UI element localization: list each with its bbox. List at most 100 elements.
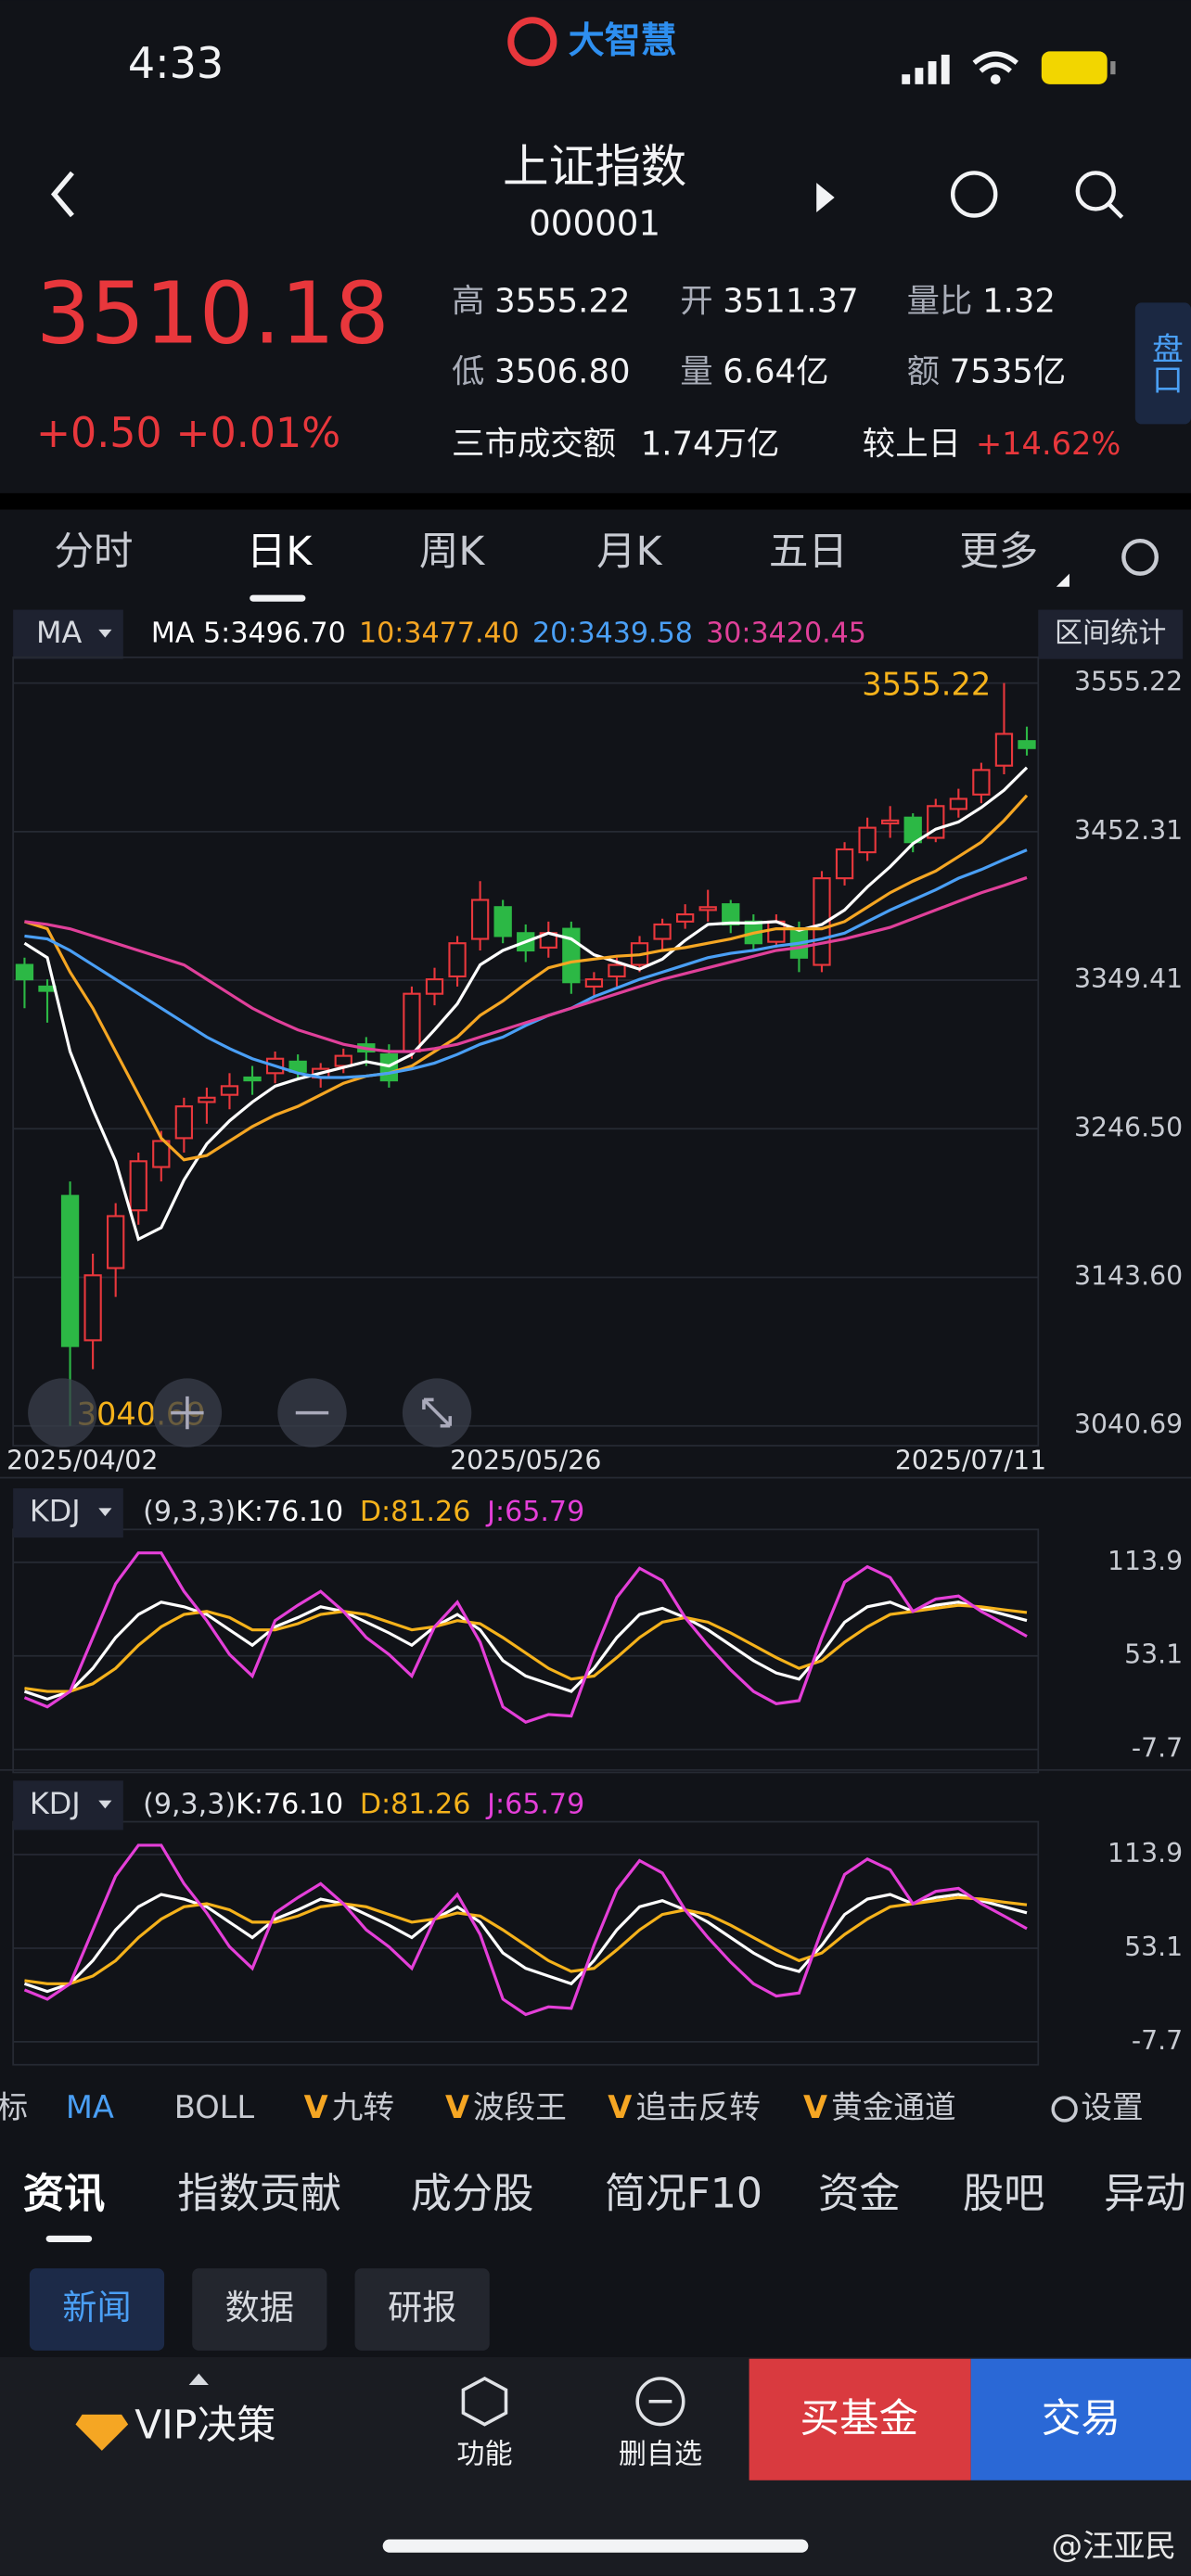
signal-bar	[928, 61, 937, 84]
panel-divider	[0, 1476, 1191, 1479]
sub-tabs: 新闻 数据 研报	[29, 2268, 490, 2351]
refresh-button[interactable]	[950, 171, 998, 218]
candle-body	[107, 1215, 125, 1269]
legend-entry: 30:3420.45	[706, 618, 866, 650]
candle-body	[334, 1054, 352, 1067]
buy-fund-button[interactable]	[749, 2358, 971, 2480]
stat-value: 7535亿	[950, 353, 1067, 391]
stat-value: 6.64亿	[723, 353, 828, 391]
y-tick-label: 3246.50	[1074, 1112, 1183, 1142]
legend-entry: J:65.79	[485, 1788, 584, 1820]
back-button[interactable]	[50, 171, 74, 218]
side-tab-label: 盘口	[1146, 332, 1183, 395]
indicator-option[interactable]: MA	[66, 2089, 114, 2125]
function-icon	[461, 2376, 508, 2427]
v-badge: V	[304, 2089, 328, 2125]
candle-body	[220, 1085, 239, 1096]
trade-label: 交易	[1042, 2397, 1121, 2442]
period-tab[interactable]: 五日	[769, 529, 848, 575]
settings-icon[interactable]	[1121, 538, 1159, 576]
period-tab[interactable]: 更多	[959, 529, 1038, 575]
stat-label: 开	[680, 282, 712, 320]
candle-body	[83, 1274, 102, 1342]
indicator-bar: 标MABOLLV九转V波段王V追击反转V黄金通道设置	[0, 2089, 1144, 2125]
candle-body	[994, 733, 1014, 767]
indicator-option[interactable]: 波段王	[473, 2089, 567, 2125]
scroll-left-button[interactable]	[28, 1378, 97, 1447]
news-tab[interactable]: 成分股	[411, 2170, 534, 2217]
x-tick-label: 2025/04/02	[6, 1446, 158, 1476]
indicator-option[interactable]: 标	[0, 2089, 28, 2125]
stat-label: 高	[452, 282, 484, 320]
news-tab[interactable]: 异动	[1104, 2170, 1186, 2217]
battery-tip	[1110, 61, 1116, 75]
dropdown-arrow	[98, 1508, 112, 1517]
stat-label: 低	[452, 353, 484, 391]
signal-bar	[915, 68, 924, 84]
news-tab[interactable]: 指数贡献	[177, 2170, 341, 2217]
candle-body	[60, 1194, 80, 1347]
y-tick-label: -7.7	[1132, 2025, 1183, 2056]
candle-body	[493, 906, 512, 937]
candle-body	[1018, 740, 1036, 749]
candle-body	[198, 1096, 216, 1103]
period-tab[interactable]: 日K	[247, 529, 314, 575]
candle-body	[949, 797, 967, 810]
trade-button[interactable]	[970, 2358, 1191, 2480]
app-logo: 大智慧	[507, 17, 677, 67]
period-tab[interactable]: 周K	[419, 529, 485, 575]
candle-body	[698, 906, 717, 912]
stat-label: 量	[680, 353, 712, 391]
kdj-line	[23, 1551, 1028, 1725]
legend-entry: D:81.26	[360, 1788, 470, 1820]
indicator-option[interactable]: 黄金通道	[831, 2089, 955, 2125]
stat-value: 3555.22	[494, 282, 630, 320]
function-button[interactable]: 功能	[456, 2439, 512, 2471]
period-tab[interactable]: 月K	[596, 529, 663, 575]
indicator-params: (9,3,3)	[143, 1788, 236, 1820]
range-stat-button[interactable]	[1038, 609, 1184, 659]
candle-body	[881, 819, 900, 825]
news-tab[interactable]: 资金	[818, 2170, 901, 2217]
candle-body	[584, 978, 604, 988]
candle-body	[243, 1076, 262, 1082]
news-tab[interactable]: 资讯	[23, 2170, 106, 2217]
news-tab[interactable]: 简况F10	[605, 2170, 762, 2217]
settings-icon	[1051, 2096, 1078, 2123]
candle-body	[174, 1105, 194, 1140]
indicator-option[interactable]: BOLL	[174, 2089, 255, 2125]
plot-frame	[12, 1528, 1040, 1774]
vip-arrow	[188, 2373, 209, 2386]
search-button[interactable]	[1075, 171, 1116, 211]
period-tab[interactable]: 分时	[54, 529, 133, 575]
indicator-option[interactable]: 九转	[332, 2089, 394, 2125]
sub-tab-label: 研报	[388, 2287, 456, 2327]
side-tab[interactable]	[1134, 302, 1191, 425]
legend-entry: J:65.79	[485, 1496, 584, 1528]
dropdown-arrow	[98, 1800, 112, 1809]
next-button[interactable]	[816, 183, 835, 212]
turnover-label: 三市成交额	[452, 425, 616, 463]
sub-tab[interactable]	[192, 2268, 327, 2351]
indicator-select-label: KDJ	[30, 1494, 81, 1529]
y-tick-label: 3555.22	[1074, 667, 1183, 697]
high-marker: 3555.22	[862, 667, 991, 703]
remove-button[interactable]: 删自选	[619, 2439, 702, 2471]
wifi-icon	[972, 51, 1018, 73]
indicator-option[interactable]: 设置	[1081, 2089, 1143, 2125]
remove-icon	[635, 2377, 685, 2427]
ma-line	[24, 848, 1028, 1079]
y-tick-label: -7.7	[1132, 1733, 1183, 1764]
y-tick-label: 3349.41	[1074, 963, 1183, 994]
sub-tab[interactable]	[29, 2268, 165, 2351]
news-tab[interactable]: 股吧	[963, 2170, 1045, 2217]
vip-button[interactable]: VIP决策	[134, 2404, 275, 2449]
period-tabs: 分时 日K 周K 月K 五日 更多	[54, 529, 1038, 575]
vip-icon	[75, 2414, 129, 2451]
kdj-line	[23, 1843, 1028, 2017]
plot-frame	[12, 657, 1040, 1447]
candle-body	[722, 903, 740, 926]
ma-line	[23, 766, 1029, 1242]
indicator-option[interactable]: 追击反转	[635, 2089, 761, 2125]
sub-tab[interactable]	[354, 2268, 490, 2351]
